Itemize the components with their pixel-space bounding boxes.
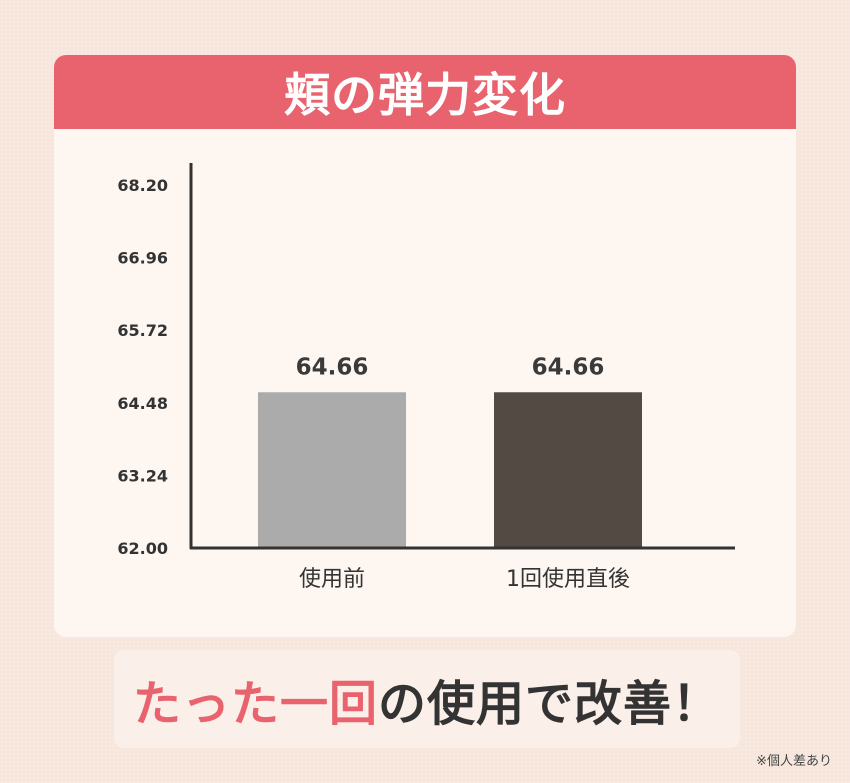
data-label-1: 64.66: [532, 354, 605, 380]
y-tick-label-3: 65.72: [117, 321, 168, 340]
bar-1: [494, 392, 642, 548]
bar-chart: 62.00 63.24 64.48 65.72 66.96 68.20 64.66 使用前 64…: [117, 163, 735, 592]
y-tick-label-1: 63.24: [117, 466, 168, 485]
data-label-0: 64.66: [296, 354, 369, 380]
chart-card: 頬の弾力変化 62.00 63.24 64.48 65.72 66.96 68.20 64.…: [54, 55, 796, 637]
title-bar: 頬の弾力変化: [54, 55, 796, 129]
y-tick-label-0: 62.00: [117, 539, 168, 558]
disclaimer-note: ※個人差あり: [756, 754, 832, 769]
y-tick-label-4: 66.96: [117, 249, 168, 268]
category-label-0: 使用前: [299, 567, 365, 592]
bar-0: [258, 392, 406, 548]
result-banner: たった一回 の使用で改善！: [114, 650, 740, 748]
y-tick-label-2: 64.48: [117, 394, 168, 413]
banner-highlight: たった一回: [132, 676, 378, 732]
chart-title: 頬の弾力変化: [284, 68, 566, 122]
category-label-1: 1回使用直後: [506, 567, 630, 592]
y-tick-label-5: 68.20: [117, 176, 168, 195]
banner-text: の使用で改善！: [378, 676, 722, 732]
